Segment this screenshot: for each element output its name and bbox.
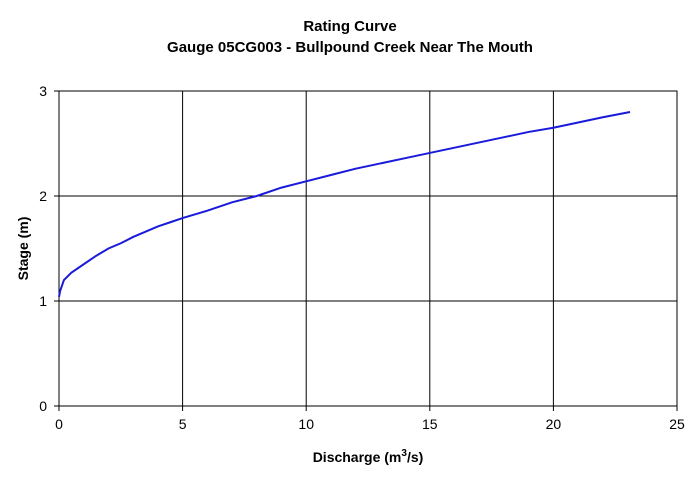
- y-tick-label: 2: [39, 188, 47, 204]
- x-axis-title-main: Discharge (m: [313, 449, 402, 465]
- x-axis-title-superscript: 3: [401, 448, 407, 459]
- x-tick-label: 5: [179, 416, 187, 432]
- y-tick-label: 1: [39, 293, 47, 309]
- tick-layer: 0 5 10 15 20 25 0 1 2 3: [39, 83, 685, 432]
- plot-area-frame: [58, 90, 678, 407]
- y-axis-title: Stage (m): [15, 217, 31, 281]
- x-tick-label: 20: [546, 416, 562, 432]
- chart-subtitle: Gauge 05CG003 - Bullpound Creek Near The…: [167, 39, 533, 56]
- x-tick-label: 25: [669, 416, 685, 432]
- x-tick-label: 15: [422, 416, 438, 432]
- y-tick-label: 3: [39, 83, 47, 99]
- x-tick-label: 0: [55, 416, 63, 432]
- x-tick-label: 10: [298, 416, 314, 432]
- x-axis-title-suffix: /s): [407, 449, 423, 465]
- y-tick-label: 0: [39, 398, 47, 414]
- grid-layer: [58, 90, 678, 407]
- rating-curve-line: [58, 111, 631, 297]
- chart-title: Rating Curve: [303, 18, 397, 35]
- x-axis-title: Discharge (m3/s): [313, 448, 424, 465]
